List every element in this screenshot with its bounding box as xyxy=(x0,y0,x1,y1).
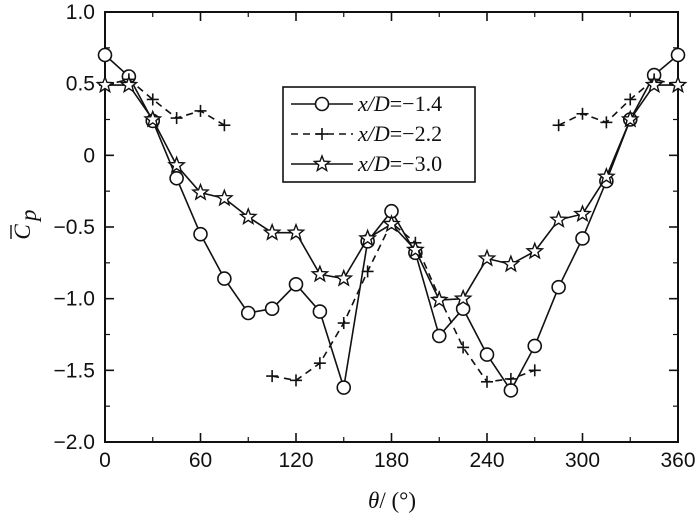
x-tick-label: 60 xyxy=(189,449,212,472)
circle-marker xyxy=(288,277,304,292)
star-marker xyxy=(214,188,234,207)
star-marker xyxy=(167,155,187,174)
plus-marker xyxy=(361,265,374,278)
circle-marker xyxy=(670,47,686,63)
legend-value: =−1.4 xyxy=(390,91,442,116)
star-marker xyxy=(310,264,330,283)
x-axis-symbol: θ xyxy=(368,488,379,513)
legend-value: =−3.0 xyxy=(390,151,442,176)
plus-marker xyxy=(290,374,302,387)
plus-marker xyxy=(624,93,637,106)
plus-marker xyxy=(337,317,350,330)
y-tick-label: −1.0 xyxy=(54,288,95,311)
star-marker xyxy=(549,209,569,228)
series-2 xyxy=(95,75,688,309)
plus-marker xyxy=(266,370,279,383)
series-line xyxy=(558,78,679,126)
legend-variable: x/D xyxy=(357,151,390,176)
star-marker xyxy=(312,154,332,173)
legend: x/D=−1.4x/D=−2.2x/D=−3.0 xyxy=(282,86,476,183)
plus-marker xyxy=(170,112,183,125)
circle-marker xyxy=(336,380,352,395)
legend-variable: x/D xyxy=(357,91,390,116)
y-tick-label: 1.0 xyxy=(66,1,95,24)
circle-marker xyxy=(193,226,208,242)
series-line xyxy=(271,221,536,383)
star-marker xyxy=(453,288,473,307)
star-marker xyxy=(573,204,592,223)
axis-labels: θ/ (°) Cp xyxy=(10,210,416,514)
star-marker xyxy=(358,228,378,247)
plus-marker xyxy=(194,104,207,117)
y-axis-symbol: C xyxy=(10,224,35,240)
axes: 0 60 120 180 240 300 360 1.0 0.5 0 −0.5 −1.0 −1.5 −2.… xyxy=(54,1,696,472)
plus-marker xyxy=(313,357,326,370)
star-marker xyxy=(119,75,139,94)
circle-marker xyxy=(527,338,543,354)
star-marker xyxy=(501,254,521,273)
plus-marker xyxy=(481,375,493,388)
x-tick-label: 240 xyxy=(469,449,504,472)
series-line xyxy=(104,78,225,126)
x-tick-label: 120 xyxy=(278,449,313,472)
circle-marker xyxy=(169,170,184,186)
circle-marker xyxy=(503,383,519,398)
plus-marker xyxy=(528,364,541,377)
legend-entry-label: x/D=−1.4 xyxy=(357,91,442,116)
plus-marker xyxy=(457,341,470,354)
x-axis-label: θ/ (°) xyxy=(368,488,416,513)
star-marker xyxy=(143,109,163,128)
x-axis-unit: / (°) xyxy=(379,488,416,513)
legend-value: =−2.2 xyxy=(390,121,442,146)
plus-marker xyxy=(146,93,159,106)
circle-marker xyxy=(575,231,590,246)
star-marker xyxy=(644,75,664,94)
star-marker xyxy=(596,166,616,185)
plus-marker xyxy=(316,128,328,140)
star-marker xyxy=(382,214,401,233)
x-tick-label: 0 xyxy=(99,449,111,472)
circle-marker xyxy=(97,47,113,63)
star-marker xyxy=(477,248,497,267)
y-tick-label: −1.5 xyxy=(54,359,95,382)
circle-marker xyxy=(479,347,495,362)
star-marker xyxy=(405,239,425,259)
star-marker xyxy=(525,241,545,260)
x-tick-label: 360 xyxy=(660,449,695,472)
plus-marker xyxy=(218,119,231,132)
star-marker xyxy=(191,182,210,201)
y-axis-label: Cp xyxy=(10,210,41,240)
y-tick-label: −0.5 xyxy=(54,216,95,239)
circle-marker xyxy=(240,305,256,321)
star-marker xyxy=(334,268,354,287)
circle-marker xyxy=(551,279,566,295)
plot-series xyxy=(95,47,688,398)
star-marker xyxy=(238,207,258,226)
plus-marker xyxy=(600,116,613,129)
circle-marker xyxy=(217,271,232,286)
star-marker xyxy=(262,222,282,241)
y-tick-label: −2.0 xyxy=(54,431,95,454)
circle-marker xyxy=(314,96,330,112)
star-marker xyxy=(429,290,449,309)
y-tick-label: 0.5 xyxy=(66,73,95,96)
x-tick-label: 300 xyxy=(565,449,600,472)
legend-entry-label: x/D=−3.0 xyxy=(357,151,442,176)
legend-variable: x/D xyxy=(357,121,390,146)
plus-marker xyxy=(504,372,517,385)
star-marker xyxy=(668,75,688,94)
star-marker xyxy=(286,222,306,241)
star-marker xyxy=(95,75,115,94)
plus-marker xyxy=(576,107,589,120)
circle-marker xyxy=(264,301,280,317)
star-marker xyxy=(620,109,640,128)
circle-marker xyxy=(431,328,447,344)
circle-marker xyxy=(312,304,328,319)
legend-entry-label: x/D=−2.2 xyxy=(357,121,442,146)
x-tick-label: 180 xyxy=(374,449,409,472)
y-axis-subscript: p xyxy=(16,210,41,224)
plus-marker xyxy=(552,119,565,132)
y-tick-label: 0 xyxy=(83,144,95,167)
